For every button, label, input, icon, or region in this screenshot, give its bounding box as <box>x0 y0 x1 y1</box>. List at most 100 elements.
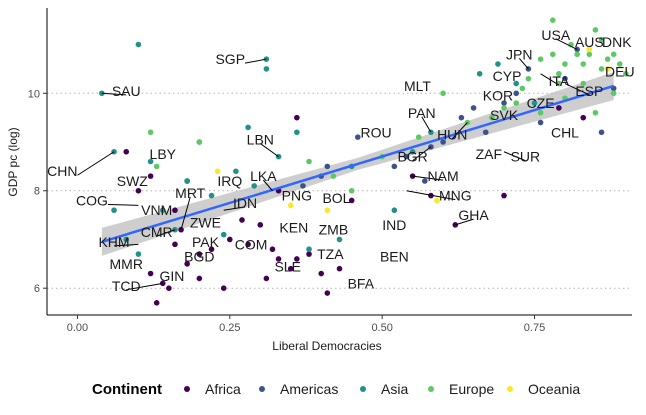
country-label: ITA <box>549 73 570 89</box>
data-point-europe <box>592 27 599 33</box>
x-tick-label: 0.50 <box>371 322 392 334</box>
data-point-europe <box>489 114 495 121</box>
country-label: IDN <box>233 195 257 211</box>
data-point-asia <box>531 100 538 106</box>
data-point-oceania <box>604 66 611 72</box>
legend-key-africa <box>184 386 190 392</box>
data-point-africa <box>184 261 190 267</box>
country-label: KEN <box>279 219 308 235</box>
label-leader <box>518 57 529 70</box>
data-point-americas <box>391 163 398 170</box>
data-point-africa <box>147 270 154 277</box>
data-point-oceania <box>287 202 294 209</box>
label-leader <box>406 190 456 201</box>
data-point-africa <box>196 275 203 282</box>
data-point-americas <box>458 114 465 121</box>
data-point-africa <box>135 187 142 194</box>
data-point-europe <box>623 70 629 77</box>
data-point-africa <box>501 192 507 199</box>
data-point-africa <box>294 114 300 121</box>
data-point-africa <box>318 270 325 277</box>
country-label: DEU <box>605 63 635 79</box>
data-point-africa <box>275 256 282 262</box>
data-point-asia <box>409 148 416 155</box>
label-leader <box>77 151 115 176</box>
gridlines <box>47 92 632 289</box>
legend-label-asia: Asia <box>381 381 408 397</box>
country-label: ROU <box>361 124 392 140</box>
label-leader <box>244 58 267 64</box>
data-point-asia <box>147 158 154 165</box>
data-point-europe <box>610 51 617 58</box>
label-leader <box>101 92 127 96</box>
country-label: HUN <box>437 127 467 143</box>
label-leader <box>107 203 139 206</box>
label-leader <box>113 243 139 247</box>
label-leader <box>223 206 246 211</box>
country-label: CHN <box>47 163 77 179</box>
data-point-asia <box>220 231 227 238</box>
x-tick-label: 0.00 <box>67 322 88 334</box>
legend-key-asia <box>360 386 366 392</box>
x-tick-label: 0.25 <box>219 322 240 334</box>
data-point-africa <box>172 241 178 248</box>
data-point-asia <box>294 129 300 136</box>
data-point-europe <box>580 61 587 67</box>
label-leader <box>412 146 432 162</box>
data-point-asia <box>111 207 117 214</box>
country-label: BFA <box>348 275 375 291</box>
data-point-europe <box>348 187 355 194</box>
label-leader <box>421 116 432 133</box>
country-label: MNG <box>439 188 472 204</box>
legend-key-europe <box>428 386 434 392</box>
country-label: COM <box>235 236 268 252</box>
label-leaders <box>77 38 590 291</box>
country-label: PNG <box>282 188 312 204</box>
data-point-europe <box>617 61 623 67</box>
country-label: PAK <box>192 234 220 250</box>
country-label: IRQ <box>217 173 242 189</box>
data-point-asia <box>233 168 239 175</box>
legend-label-americas: Americas <box>280 381 338 397</box>
label-leader <box>455 218 474 226</box>
data-point-americas <box>403 153 410 160</box>
country-label: IND <box>382 217 406 233</box>
label-leader <box>412 175 444 181</box>
country-label: SWZ <box>117 173 149 189</box>
x-axis-title: Liberal Democracies <box>272 339 381 353</box>
y-axis-title: GDP pc (log) <box>6 127 20 196</box>
data-point-americas <box>598 129 605 136</box>
country-label: LBY <box>150 146 177 162</box>
data-point-asia <box>123 236 130 243</box>
data-point-asia <box>99 90 105 97</box>
data-point-europe <box>519 85 526 92</box>
data-point-europe <box>525 75 532 82</box>
country-label: GIN <box>159 268 184 284</box>
country-label: ZWE <box>190 214 221 230</box>
country-label: SUR <box>511 149 541 165</box>
data-point-asia <box>495 61 501 67</box>
country-label: SAU <box>112 83 141 99</box>
country-label: MMR <box>110 256 143 272</box>
data-point-americas <box>537 119 544 126</box>
label-leader <box>156 229 176 237</box>
data-point-europe <box>574 51 580 58</box>
label-leader <box>564 83 590 96</box>
data-point-europe <box>580 80 587 87</box>
label-leader <box>126 282 163 291</box>
country-label: AUS <box>575 34 604 50</box>
country-label: MRT <box>175 185 206 201</box>
y-tick-label: 6 <box>34 283 40 295</box>
data-point-africa <box>257 222 264 228</box>
data-point-africa <box>239 217 245 223</box>
data-point-europe <box>598 36 605 43</box>
data-point-europe <box>330 173 337 179</box>
data-point-asia <box>306 246 312 253</box>
data-point-americas <box>470 105 477 111</box>
data-point-africa <box>123 148 130 155</box>
label-leader <box>180 197 191 230</box>
data-point-africa <box>227 236 233 243</box>
data-point-africa <box>580 114 587 121</box>
data-point-asia <box>513 80 520 87</box>
